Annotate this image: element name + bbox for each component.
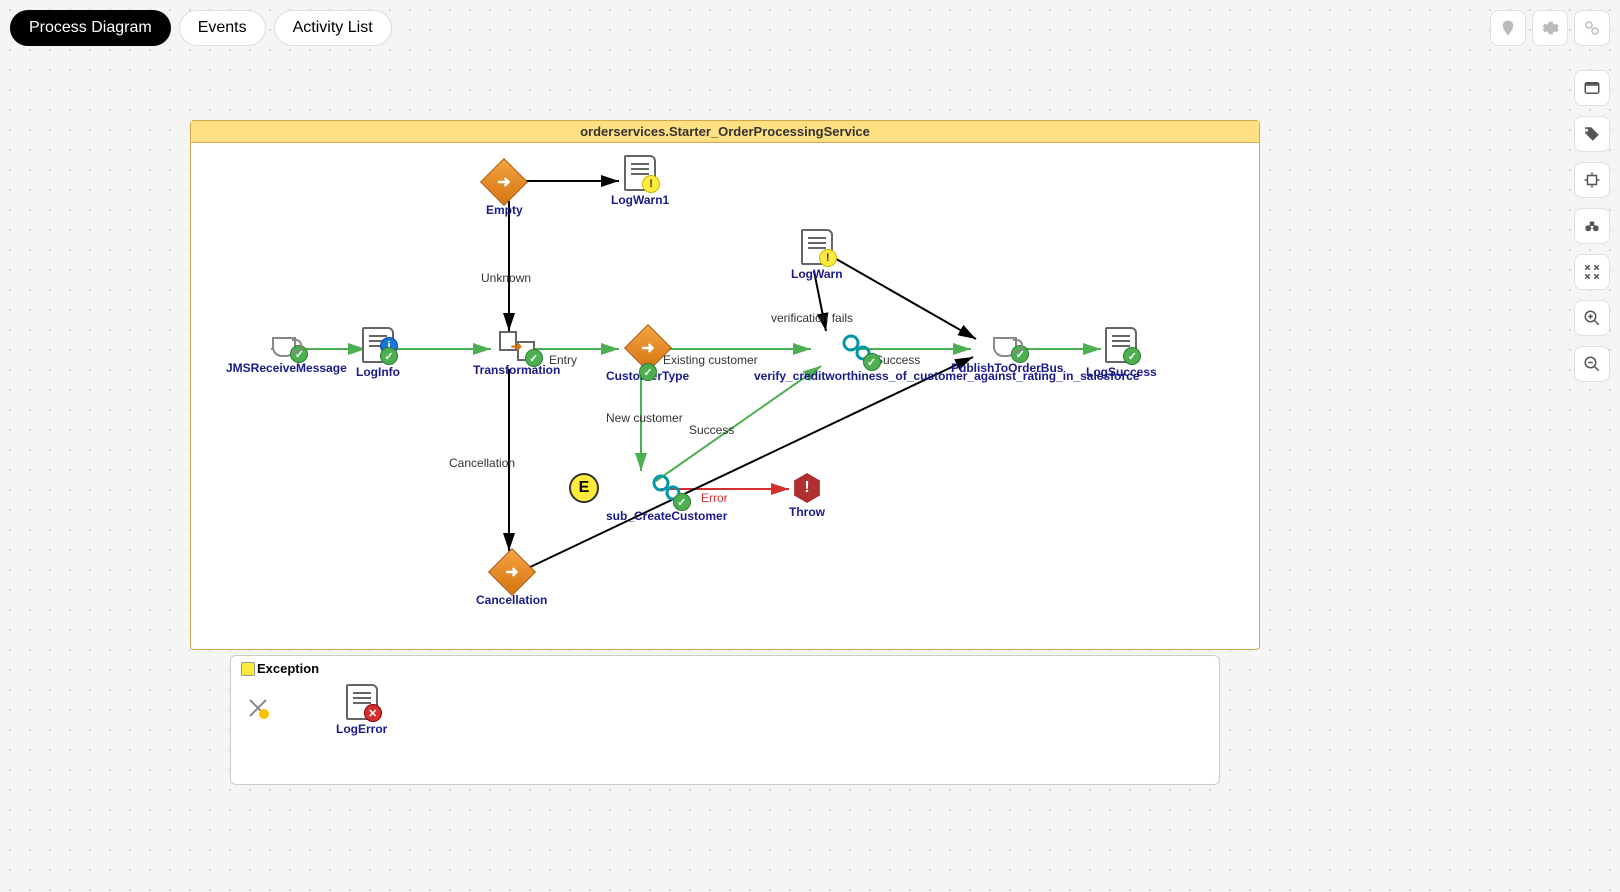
marker-icon[interactable] — [1490, 10, 1526, 46]
node-logsuccess[interactable]: ✓ LogSuccess — [1086, 327, 1157, 379]
node-label: Throw — [789, 505, 825, 519]
node-label: JMSReceiveMessage — [226, 361, 347, 375]
edge-label-cancellation: Cancellation — [449, 456, 515, 470]
edge-label-unknown: Unknown — [481, 271, 531, 285]
node-customertype[interactable]: ➜✓ CustomerType — [606, 327, 689, 383]
badge-e: E — [569, 473, 599, 503]
tab-activity-list[interactable]: Activity List — [274, 10, 392, 46]
node-throw[interactable]: ! Throw — [789, 473, 825, 519]
process-canvas[interactable]: orderservices.Starter_OrderProcessingSer… — [190, 120, 1260, 650]
node-label: LogWarn — [791, 267, 843, 281]
node-loginfo[interactable]: i✓ LogInfo — [356, 327, 400, 379]
node-cancellation[interactable]: ➜ Cancellation — [476, 551, 547, 607]
side-tools — [1574, 70, 1610, 382]
node-label: PublishToOrderBus — [951, 361, 1063, 375]
binoculars-icon[interactable] — [1574, 208, 1610, 244]
node-logwarn1[interactable]: ! LogWarn1 — [611, 155, 669, 207]
edge-label-verifails: verification fails — [771, 311, 853, 325]
exception-panel[interactable]: Exception ✕ LogError — [230, 655, 1220, 785]
tag-icon[interactable] — [1574, 116, 1610, 152]
gears-icon[interactable] — [1574, 10, 1610, 46]
node-label: LogWarn1 — [611, 193, 669, 207]
tab-events[interactable]: Events — [179, 10, 266, 46]
tab-bar: Process Diagram Events Activity List — [10, 10, 392, 46]
node-logerror[interactable]: ✕ LogError — [336, 684, 387, 736]
edge-label-success2: Success — [689, 423, 734, 437]
node-label: sub_CreateCustomer — [606, 509, 727, 523]
exception-start-icon[interactable] — [246, 696, 270, 723]
top-tools — [1490, 10, 1610, 46]
node-jms[interactable]: 〰✓ JMSReceiveMessage — [226, 331, 347, 375]
node-label: LogError — [336, 722, 387, 736]
tab-process-diagram[interactable]: Process Diagram — [10, 10, 171, 46]
canvas-title: orderservices.Starter_OrderProcessingSer… — [191, 121, 1259, 143]
node-subcreate[interactable]: ✓ sub_CreateCustomer — [606, 471, 727, 523]
zoom-out-icon[interactable] — [1574, 346, 1610, 382]
node-label: LogInfo — [356, 365, 400, 379]
exception-title: Exception — [241, 661, 1209, 676]
node-label: Transformation — [473, 363, 560, 377]
edge-label-newcust: New customer — [606, 411, 683, 425]
collapse-icon[interactable] — [1574, 254, 1610, 290]
node-label: verify_creditworthiness_of_customer_agai… — [754, 369, 904, 383]
node-label: LogSuccess — [1086, 365, 1157, 379]
zoom-in-icon[interactable] — [1574, 300, 1610, 336]
node-empty[interactable]: ➜ Empty — [486, 161, 523, 217]
chip-icon[interactable] — [1574, 162, 1610, 198]
node-publish[interactable]: 〰✓ PublishToOrderBus — [951, 331, 1063, 375]
node-transformation[interactable]: ➜✓ Transformation — [473, 331, 560, 377]
gear-icon[interactable] — [1532, 10, 1568, 46]
node-logwarn[interactable]: ! LogWarn — [791, 229, 843, 281]
panel-icon[interactable] — [1574, 70, 1610, 106]
node-verify[interactable]: ✓ verify_creditworthiness_of_customer_ag… — [809, 331, 904, 383]
edges-layer — [191, 121, 1259, 649]
